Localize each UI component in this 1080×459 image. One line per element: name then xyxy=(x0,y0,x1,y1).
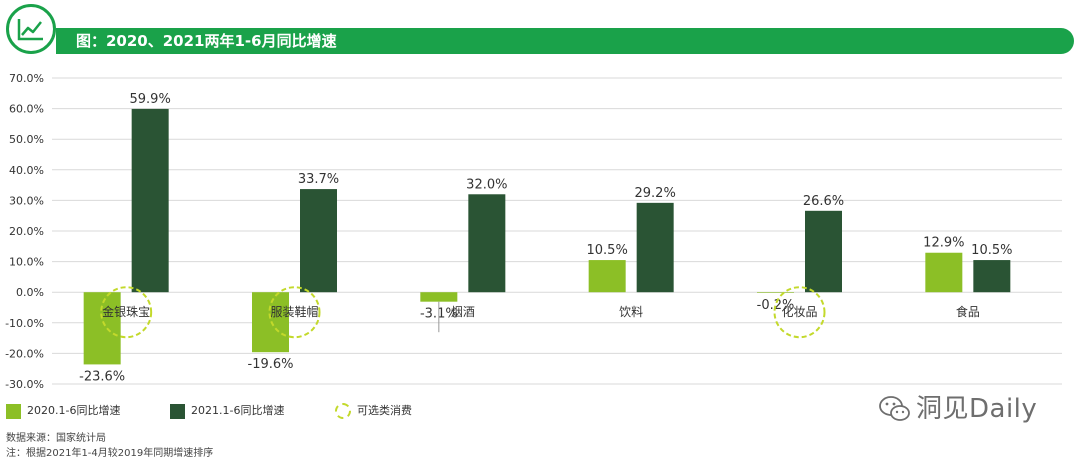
bars xyxy=(83,108,1011,365)
bar-2020-3 xyxy=(588,260,626,293)
y-tick-label: 20.0% xyxy=(9,225,44,238)
y-tick-label: 10.0% xyxy=(9,256,44,269)
value-label: -23.6% xyxy=(79,369,125,384)
wechat-icon xyxy=(879,396,910,421)
highlight-circle xyxy=(268,286,321,339)
dashed-circle-icon xyxy=(335,403,351,419)
grid-lines xyxy=(52,77,1062,385)
y-tick-label: -20.0% xyxy=(5,347,44,360)
value-label: -0.2% xyxy=(757,298,795,313)
value-label: 10.5% xyxy=(587,243,628,258)
value-label: 33.7% xyxy=(298,172,339,187)
bar-2020-2 xyxy=(420,292,458,302)
y-tick-label: 70.0% xyxy=(9,72,44,85)
legend-item-2020: 2020.1-6同比增速 xyxy=(6,400,120,422)
category-label: 金银珠宝 xyxy=(102,304,150,319)
bar-2021-1 xyxy=(300,189,337,293)
bar-2021-5 xyxy=(973,260,1011,293)
category-label: 服装鞋帽 xyxy=(270,304,318,319)
y-tick-label: -30.0% xyxy=(5,378,44,391)
bar-2020-0 xyxy=(83,292,121,365)
value-label: 29.2% xyxy=(635,186,676,201)
chart-note: 注：根据2021年1-4月较2019年同期增速排序 xyxy=(6,448,214,459)
category-label: 烟酒 xyxy=(451,305,475,319)
legend-label-highlight: 可选类消费 xyxy=(357,404,412,417)
y-tick-label: -10.0% xyxy=(5,317,44,330)
value-labels: -23.6%59.9%-19.6%33.7%-3.1%32.0%10.5%29.… xyxy=(79,92,1012,385)
legend: 2020.1-6同比增速 2021.1-6同比增速 可选类消费 xyxy=(0,400,1080,422)
bar-2021-0 xyxy=(131,108,169,293)
line-chart-icon xyxy=(17,19,43,41)
y-axis-ticks: 70.0% 60.0% 50.0% 40.0% 30.0% 20.0% 10.0% 0.0% -… xyxy=(5,72,44,391)
bar-2020-5 xyxy=(925,252,963,293)
chart-logo xyxy=(6,4,56,54)
chart-title: 图：2020、2021两年1-6月同比增速 xyxy=(76,32,337,50)
value-label: 10.5% xyxy=(971,243,1012,258)
legend-swatch-2020 xyxy=(6,403,21,419)
legend-item-highlight: 可选类消费 xyxy=(335,400,412,422)
bar-2021-4 xyxy=(805,210,842,293)
title-bar xyxy=(56,28,1074,54)
y-tick-label: 40.0% xyxy=(9,164,44,177)
legend-item-2021: 2021.1-6同比增速 xyxy=(170,400,284,422)
value-label: 12.9% xyxy=(923,236,964,251)
highlight-circle xyxy=(100,286,153,339)
category-label: 饮料 xyxy=(619,305,643,319)
y-tick-label: 30.0% xyxy=(9,194,44,207)
y-tick-label: 50.0% xyxy=(9,133,44,146)
legend-swatch-2021 xyxy=(170,403,185,419)
bar-chart: 70.0% 60.0% 50.0% 40.0% 30.0% 20.0% 10.0% 0.0% -… xyxy=(5,72,1062,391)
value-label: -19.6% xyxy=(248,357,294,372)
category-label: 食品 xyxy=(956,304,980,319)
bar-2020-4 xyxy=(757,292,794,293)
highlight-circles xyxy=(100,286,826,339)
value-label: 59.9% xyxy=(130,92,171,107)
bar-2021-2 xyxy=(468,194,506,293)
legend-label-2020: 2020.1-6同比增速 xyxy=(27,404,121,417)
category-label: 化妆品 xyxy=(781,305,817,319)
highlight-circle xyxy=(773,286,826,339)
y-tick-label: 60.0% xyxy=(9,103,44,116)
chart-header: 图：2020、2021两年1-6月同比增速 xyxy=(0,0,1080,62)
value-label: 32.0% xyxy=(466,177,507,192)
bar-2021-3 xyxy=(636,202,674,293)
category-labels: 金银珠宝 服装鞋帽 烟酒 饮料 化妆品 食品 xyxy=(102,304,980,319)
legend-label-2021: 2021.1-6同比增速 xyxy=(191,404,285,417)
watermark-text: 洞见Daily xyxy=(916,394,1038,424)
data-source: 数据来源：国家统计局 xyxy=(6,433,106,444)
value-label: 26.6% xyxy=(803,194,844,209)
y-tick-label: 0.0% xyxy=(16,286,44,299)
